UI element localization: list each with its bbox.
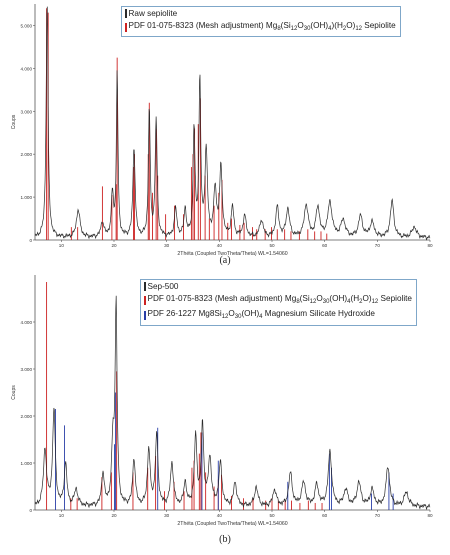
legend-label: PDF 01-075-8323 (Mesh adjustment) Mg8(Si… (147, 293, 412, 305)
x-tick-label: 50 (269, 513, 275, 518)
diffractogram-panel-b: 0 1.000 2.000 3.000 4.000 10 20 30 40 50 60 70 80 Cou… (0, 273, 450, 550)
legend-swatch (144, 282, 146, 292)
x-axis-label: 2Théta (Coupled TwoTheta/Theta) WL=1.540… (177, 251, 287, 257)
y-axis-label: Coups (11, 114, 17, 129)
legend-label: PDF 01-075-8323 (Mesh adjustment) Mg8(Si… (128, 20, 396, 32)
x-axis-label: 2Théta (Coupled TwoTheta/Theta) WL=1.540… (177, 521, 287, 527)
y-tick-label: 1.000 (21, 461, 33, 466)
y-tick-label: 1.000 (21, 195, 33, 200)
x-tick-label: 20 (111, 513, 117, 518)
legend-b: Sep-500 PDF 01-075-8323 (Mesh adjustment)… (140, 279, 417, 326)
x-tick-label: 10 (59, 243, 65, 248)
x-tick-label: 40 (217, 513, 223, 518)
x-tick-label: 60 (322, 513, 328, 518)
x-tick-label: 80 (427, 243, 433, 248)
legend-entry: PDF 01-075-8323 (Mesh adjustment) Mg8(Si… (125, 20, 396, 36)
measured-pattern-line (34, 6, 431, 241)
diffractogram-b-plot: 0 1.000 2.000 3.000 4.000 10 20 30 40 50 60 70 80 Cou… (11, 275, 433, 527)
legend-swatch (144, 295, 146, 305)
diffractogram-a-plot: 0 1.000 2.000 3.000 4.000 5.000 10 20 30 40 50 60 70… (11, 4, 433, 257)
x-tick-label: 40 (217, 243, 223, 248)
legend-a: Raw sepiolite PDF 01-075-8323 (Mesh adjus… (121, 6, 401, 37)
y-tick-label: 2.000 (21, 414, 33, 419)
legend-entry: PDF 26-1227 Mg8Si12O30(OH)4 Magnesium Si… (144, 308, 412, 324)
x-tick-label: 50 (269, 243, 275, 248)
legend-swatch (125, 9, 127, 19)
caption-a: (a) (219, 255, 231, 266)
measured-pattern-line (34, 295, 431, 511)
legend-entry: Sep-500 (144, 281, 412, 293)
y-tick-label: 3.000 (21, 109, 33, 114)
legend-entry: PDF 01-075-8323 (Mesh adjustment) Mg8(Si… (144, 293, 412, 309)
y-tick-label: 0 (29, 508, 32, 513)
x-tick-label: 10 (59, 513, 65, 518)
x-tick-label: 30 (164, 513, 170, 518)
y-axis-label: Coups (11, 385, 17, 400)
y-tick-label: 4.000 (21, 66, 33, 71)
x-tick-label: 30 (164, 243, 170, 248)
caption-b: (b) (219, 534, 231, 545)
legend-label: Sep-500 (147, 282, 179, 291)
legend-label: Raw sepiolite (128, 9, 178, 18)
y-tick-label: 5.000 (21, 23, 33, 28)
x-tick-label: 70 (375, 243, 381, 248)
y-tick-label: 4.000 (21, 320, 33, 325)
legend-swatch (144, 311, 146, 321)
y-tick-label: 3.000 (21, 367, 33, 372)
x-tick-label: 70 (375, 513, 381, 518)
legend-entry: Raw sepiolite (125, 8, 396, 20)
legend-label: PDF 26-1227 Mg8Si12O30(OH)4 Magnesium Si… (147, 309, 375, 320)
x-tick-label: 20 (111, 243, 117, 248)
x-tick-label: 80 (427, 513, 433, 518)
diffractogram-panel-a: 0 1.000 2.000 3.000 4.000 5.000 10 20 30 40 50 60 70… (0, 0, 450, 273)
y-tick-label: 0 (29, 238, 32, 243)
x-tick-label: 60 (322, 243, 328, 248)
legend-swatch (125, 22, 127, 32)
y-tick-label: 2.000 (21, 152, 33, 157)
